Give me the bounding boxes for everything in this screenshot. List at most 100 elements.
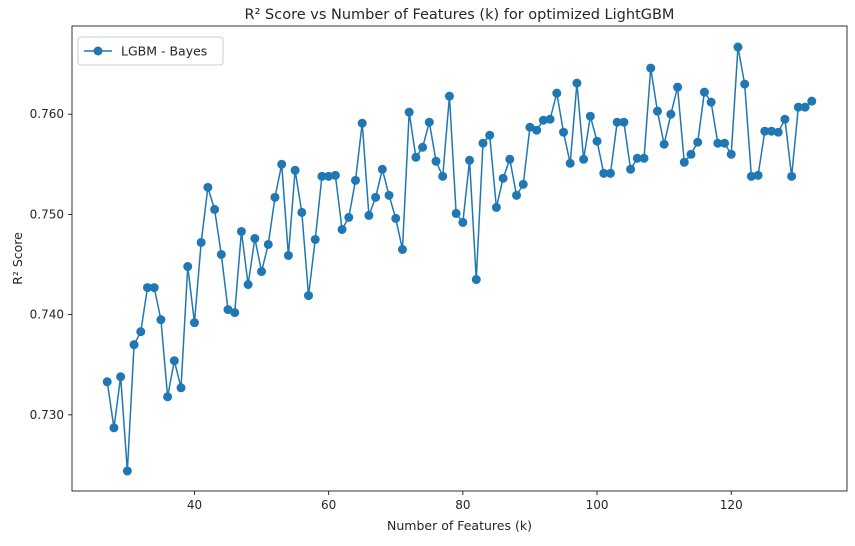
data-point	[626, 164, 636, 174]
data-point	[505, 154, 515, 164]
data-point	[458, 217, 468, 227]
data-point	[599, 168, 609, 178]
data-point	[142, 283, 152, 293]
data-point	[438, 171, 448, 181]
data-point	[605, 168, 615, 178]
data-point	[552, 88, 562, 98]
data-point	[659, 139, 669, 149]
data-point	[780, 114, 790, 124]
data-point	[720, 138, 730, 148]
data-point	[424, 117, 434, 127]
data-point	[230, 308, 240, 318]
data-point	[538, 115, 548, 125]
data-point	[337, 224, 347, 234]
data-point	[706, 97, 716, 107]
data-point	[793, 102, 803, 112]
data-point	[418, 142, 428, 152]
data-point	[116, 372, 126, 382]
y-axis: 0.730 0.740 0.750 0.760	[30, 107, 72, 422]
data-point	[679, 157, 689, 167]
plot-frame	[71, 25, 848, 492]
data-point	[592, 136, 602, 146]
data-point	[236, 226, 246, 236]
data-point	[223, 305, 233, 315]
data-point	[277, 159, 287, 169]
x-tick-label: 80	[455, 498, 470, 512]
data-point	[196, 237, 206, 247]
data-point	[176, 383, 186, 393]
x-tick-label: 40	[187, 498, 202, 512]
y-tick-label: 0.730	[30, 408, 64, 422]
data-point	[129, 340, 139, 350]
data-point	[585, 111, 595, 121]
data-point	[404, 107, 414, 117]
data-point	[559, 127, 569, 137]
data-point	[270, 192, 280, 202]
data-point	[324, 171, 334, 181]
legend-entry-label: LGBM - Bayes	[121, 44, 207, 59]
data-point	[525, 122, 535, 132]
y-tick-label: 0.750	[30, 207, 64, 221]
data-point	[579, 154, 589, 164]
data-point	[787, 171, 797, 181]
data-point	[773, 127, 783, 137]
data-point	[364, 210, 374, 220]
data-point	[572, 78, 582, 88]
data-point	[465, 155, 475, 165]
data-point	[699, 87, 709, 97]
data-point	[619, 117, 629, 127]
data-point	[357, 118, 367, 128]
data-point	[740, 79, 750, 89]
data-point	[109, 423, 119, 433]
data-point	[733, 42, 743, 52]
data-point	[183, 262, 193, 272]
series-layer	[102, 42, 817, 476]
data-point	[163, 392, 173, 402]
data-point	[290, 165, 300, 175]
data-point	[652, 106, 662, 116]
data-point	[444, 91, 454, 101]
data-point	[169, 356, 179, 366]
data-point	[431, 156, 441, 166]
legend-box	[77, 36, 224, 66]
data-point	[344, 212, 354, 222]
data-point	[512, 190, 522, 200]
data-point	[317, 171, 327, 181]
chart-title: R² Score vs Number of Features (k) for o…	[245, 7, 675, 23]
data-point	[565, 158, 575, 168]
data-point	[612, 117, 622, 127]
data-point	[243, 280, 253, 290]
legend-marker-swatch	[93, 46, 103, 56]
x-tick-label: 120	[720, 498, 743, 512]
data-point	[350, 175, 360, 185]
data-point	[250, 233, 260, 243]
series-line	[106, 46, 813, 472]
data-point	[263, 239, 273, 249]
data-point	[686, 149, 696, 159]
data-point	[122, 466, 132, 476]
data-point	[545, 114, 555, 124]
data-point	[646, 63, 656, 73]
data-point	[760, 126, 770, 136]
data-point	[478, 138, 488, 148]
data-point	[726, 149, 736, 159]
data-point	[632, 153, 642, 163]
data-point	[491, 202, 501, 212]
x-axis-label: Number of Features (k)	[387, 518, 532, 533]
data-point	[283, 250, 293, 260]
x-tick-label: 100	[586, 498, 609, 512]
data-point	[518, 179, 528, 189]
data-point	[189, 318, 199, 328]
data-point	[800, 102, 810, 112]
data-point	[384, 190, 394, 200]
plot-area	[71, 25, 848, 492]
data-point	[746, 171, 756, 181]
data-point	[753, 170, 763, 180]
data-point	[498, 173, 508, 183]
data-point	[297, 207, 307, 217]
data-point	[693, 137, 703, 147]
data-point	[767, 126, 777, 136]
data-point	[330, 170, 340, 180]
data-point	[713, 138, 723, 148]
